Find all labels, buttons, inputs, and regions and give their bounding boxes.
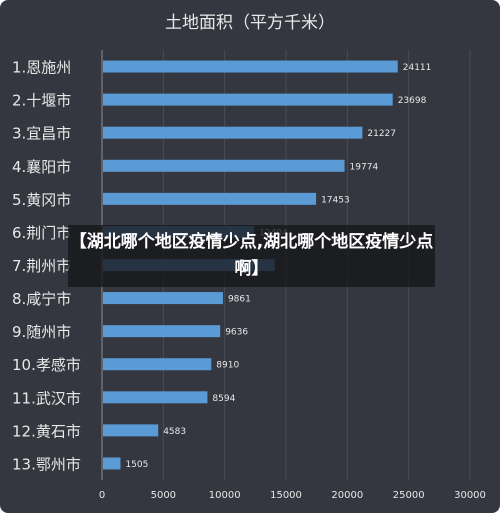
bar bbox=[103, 93, 393, 106]
category-label: 12.黄石市 bbox=[12, 422, 81, 440]
value-label: 17453 bbox=[321, 195, 350, 205]
value-label: 19774 bbox=[350, 162, 379, 172]
category-label: 8.咸宁市 bbox=[12, 290, 71, 308]
bar bbox=[103, 292, 223, 305]
value-label: 8910 bbox=[216, 361, 239, 371]
value-label: 21227 bbox=[367, 129, 396, 139]
category-label: 1.恩施州 bbox=[12, 59, 71, 77]
x-tick-label: 20000 bbox=[331, 490, 363, 501]
bar bbox=[103, 391, 208, 404]
bar bbox=[103, 457, 121, 470]
x-tick-label: 15000 bbox=[270, 490, 302, 501]
bar bbox=[103, 358, 212, 371]
value-label: 24111 bbox=[403, 63, 432, 73]
category-label: 11.武汉市 bbox=[12, 389, 81, 407]
bar bbox=[103, 424, 159, 437]
category-label: 6.荆门市 bbox=[12, 224, 71, 242]
chart-title: 土地面积（平方千米） bbox=[165, 13, 335, 33]
category-label: 7.荆州市 bbox=[12, 257, 71, 275]
value-label: 8594 bbox=[212, 394, 235, 404]
x-tick-label: 5000 bbox=[151, 490, 176, 501]
x-tick-label: 25000 bbox=[393, 490, 425, 501]
x-tick-label: 30000 bbox=[454, 490, 486, 501]
category-label: 13.鄂州市 bbox=[12, 455, 81, 473]
overlay-caption: 【湖北哪个地区疫情少点,湖北哪个地区疫情少点啊】 bbox=[68, 225, 435, 287]
value-label: 1505 bbox=[125, 460, 148, 470]
x-tick-label: 0 bbox=[99, 490, 105, 501]
category-label: 5.黄冈市 bbox=[12, 191, 71, 209]
bar bbox=[103, 325, 221, 338]
bar bbox=[103, 60, 398, 73]
bar bbox=[103, 192, 317, 205]
category-label: 10.孝感市 bbox=[12, 356, 81, 374]
value-label: 23698 bbox=[398, 96, 427, 106]
value-label: 9636 bbox=[225, 328, 248, 338]
x-tick-label: 10000 bbox=[209, 490, 241, 501]
category-label: 9.随州市 bbox=[12, 323, 71, 341]
category-label: 3.宜昌市 bbox=[12, 125, 71, 143]
value-label: 9861 bbox=[228, 295, 251, 305]
value-label: 4583 bbox=[163, 427, 186, 437]
category-label: 2.十堰市 bbox=[12, 92, 71, 110]
category-label: 4.襄阳市 bbox=[12, 158, 71, 176]
bar bbox=[103, 126, 363, 139]
bar bbox=[103, 159, 345, 172]
